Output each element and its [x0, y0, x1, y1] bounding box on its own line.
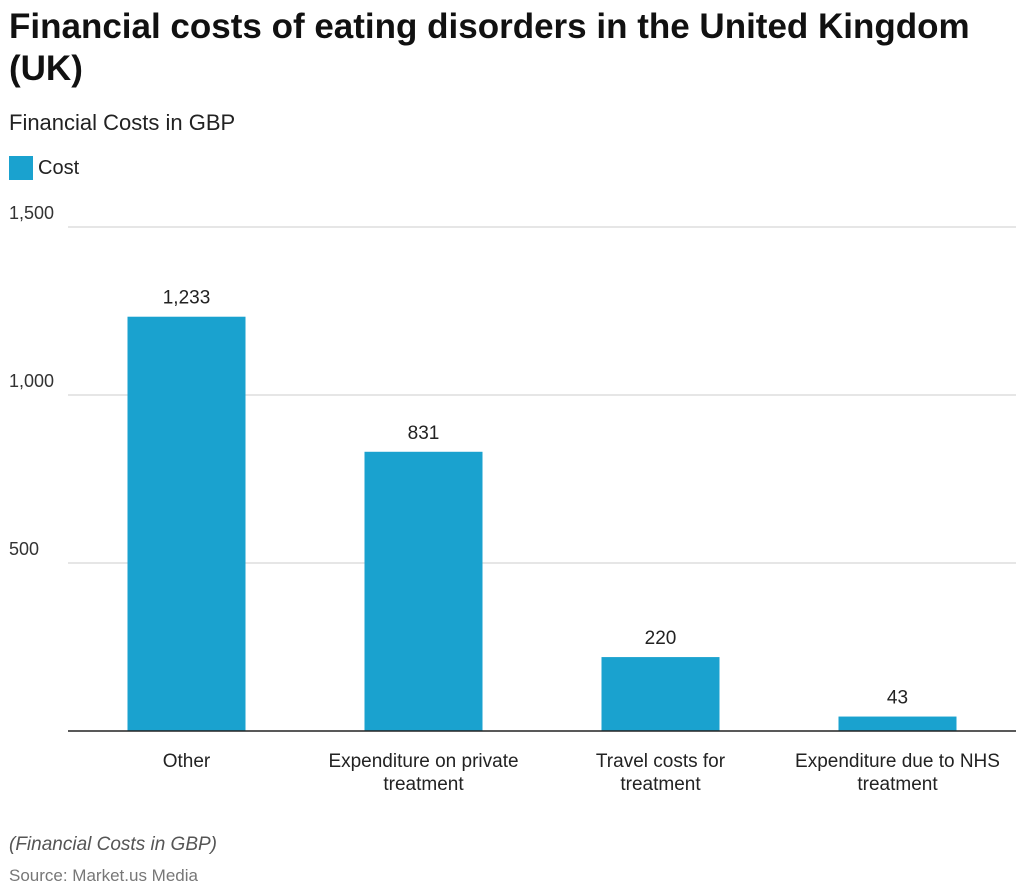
legend-swatch — [9, 156, 33, 180]
legend: Cost — [9, 156, 79, 180]
y-tick-label: 500 — [9, 539, 39, 559]
data-label: 1,233 — [163, 288, 211, 309]
bar-chart: 500 1,000 1,500 1,233 Other 831 Expenditure on… — [9, 203, 1016, 795]
x-tick-label: Expenditure on private — [328, 751, 518, 772]
x-tick-label: Travel costs for — [596, 751, 726, 772]
bar — [364, 451, 483, 731]
bar — [127, 316, 246, 731]
data-label: 220 — [645, 628, 677, 649]
y-tick-label: 1,500 — [9, 203, 54, 223]
chart-note: (Financial Costs in GBP) — [9, 834, 218, 855]
y-tick-label: 1,000 — [9, 371, 54, 391]
bar — [838, 716, 957, 731]
data-label: 43 — [887, 688, 908, 709]
x-tick-label: treatment — [620, 774, 701, 795]
chart-title: Financial costs of eating disorders in t… — [9, 7, 970, 88]
x-tick-label: Other — [163, 751, 211, 772]
bar — [601, 657, 720, 731]
x-tick-label: treatment — [857, 774, 938, 795]
data-label: 831 — [408, 423, 440, 444]
x-tick-label: treatment — [383, 774, 464, 795]
x-tick-label: Expenditure due to NHS — [795, 751, 1000, 772]
chart-source: Source: Market.us Media — [9, 866, 198, 885]
chart-subtitle: Financial Costs in GBP — [9, 110, 236, 135]
legend-label: Cost — [38, 156, 80, 179]
